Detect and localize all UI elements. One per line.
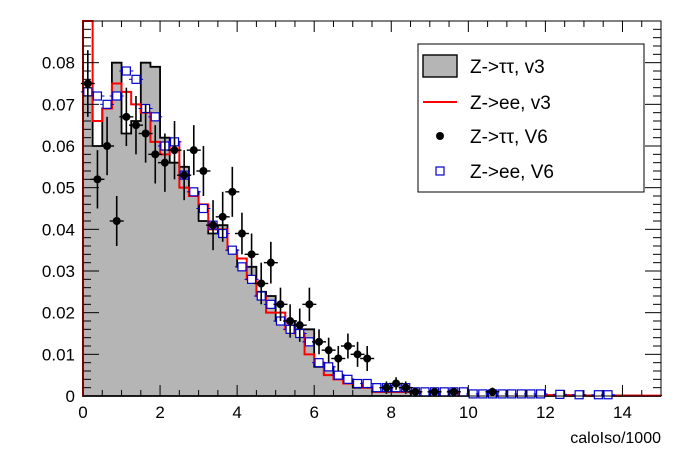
zee-v6-point-49 xyxy=(574,390,584,400)
ztautau-v6-point-16 xyxy=(237,229,246,238)
zee-v6-point-27 xyxy=(343,374,353,384)
zee-v6-point-47 xyxy=(535,389,546,399)
zee-v6-point-1 xyxy=(92,91,103,101)
ztautau-v6-point-26 xyxy=(334,354,343,363)
y-tick-label-3: 0.03 xyxy=(42,262,75,281)
legend-label-ztautau-v3: Z->ττ, v3 xyxy=(470,57,545,78)
ztautau-v6-point-34 xyxy=(430,387,439,396)
ztautau-v6-point-31 xyxy=(392,379,401,388)
ztautau-v6-point-10 xyxy=(180,171,189,180)
ztautau-v6-point-6 xyxy=(141,129,150,138)
ztautau-v6-point-28 xyxy=(353,350,362,359)
ztautau-v6-point-4 xyxy=(122,112,131,121)
zee-v6-point-25 xyxy=(324,362,334,372)
zee-v6-point-7 xyxy=(150,112,160,122)
ztautau-v6-point-21 xyxy=(286,317,295,325)
ztautau-v6-point-7 xyxy=(151,150,160,159)
legend-symbol-zee-v6 xyxy=(435,166,445,176)
ztautau-v6-point-29 xyxy=(363,354,372,363)
y-tick-label-8: 0.08 xyxy=(42,54,75,73)
y-tick-label-1: 0.01 xyxy=(42,345,75,364)
x-tick-label-0: 0 xyxy=(78,403,87,422)
x-tick-label-4: 8 xyxy=(387,403,396,422)
ztautau-v6-point-32 xyxy=(401,383,410,392)
y-tick-label-0: 0 xyxy=(66,387,75,406)
ztautau-v6-point-12 xyxy=(199,167,208,175)
ztautau-v6-point-23 xyxy=(305,300,314,309)
ztautau-v6-point-22 xyxy=(295,321,304,330)
legend-label-ztautau-v6: Z->ττ, V6 xyxy=(470,127,548,148)
zee-v6-point-16 xyxy=(237,262,247,272)
x-tick-label-2: 4 xyxy=(232,403,241,422)
zee-v6-point-17 xyxy=(246,274,257,284)
ztautau-v6-point-20 xyxy=(276,300,285,309)
ztautau-v6-point-3 xyxy=(112,217,121,225)
legend-label-zee-v6: Z->ee, V6 xyxy=(470,162,554,183)
ztautau-v6-point-8 xyxy=(160,158,169,167)
zee-v6-point-29 xyxy=(362,378,372,389)
ztautau-v6-point-35 xyxy=(449,387,458,396)
zee-v6-point-11 xyxy=(189,187,199,197)
ztautau-v6-point-14 xyxy=(218,212,227,221)
ztautau-v6-point-0 xyxy=(83,79,92,88)
y-tick-label-7: 0.07 xyxy=(42,95,75,114)
ztautau-v6-point-19 xyxy=(266,258,275,267)
ztautau-v6-point-11 xyxy=(189,146,198,155)
x-tick-label-6: 12 xyxy=(536,403,555,422)
ztautau-v6-point-15 xyxy=(228,187,237,196)
zee-v6-point-4 xyxy=(121,66,131,76)
x-tick-label-5: 10 xyxy=(459,403,478,422)
y-tick-label-2: 0.02 xyxy=(42,304,75,323)
x-tick-label-3: 6 xyxy=(309,403,318,422)
zee-v6-point-15 xyxy=(227,245,237,255)
x-tick-label-1: 2 xyxy=(155,403,164,422)
legend-symbol-ztautau-v6 xyxy=(436,132,444,140)
zee-v6-point-12 xyxy=(198,203,209,214)
ztautau-v6-point-33 xyxy=(411,387,420,396)
zee-v6-point-48 xyxy=(555,389,565,399)
ztautau-v6-point-36 xyxy=(488,387,497,396)
legend-label-zee-v3: Z->ee, v3 xyxy=(470,93,551,114)
legend: Z->ττ, v3 Z->ee, v3 Z->ττ, V6 Z->ee, V6 xyxy=(417,43,645,193)
zee-v6-point-51 xyxy=(603,390,613,400)
zee-v6-point-3 xyxy=(112,91,122,101)
plot-area xyxy=(80,20,662,400)
ztautau-v6-point-1 xyxy=(93,175,102,184)
ztautau-v6-point-17 xyxy=(247,250,256,259)
zee-v6-point-2 xyxy=(102,99,112,109)
zee-v6-point-5 xyxy=(131,74,141,84)
ztautau-v6-point-30 xyxy=(382,383,391,392)
zee-v6-point-24 xyxy=(314,358,324,368)
legend-symbol-ztautau-v3 xyxy=(422,54,458,78)
y-tick-label-6: 0.06 xyxy=(42,137,75,156)
x-axis-title: caloIso/1000 xyxy=(570,430,661,447)
ztautau-v6-point-18 xyxy=(257,279,266,288)
x-tick-label-7: 14 xyxy=(613,403,632,422)
ztautau-v6-point-9 xyxy=(170,146,179,155)
ztautau-v6-point-27 xyxy=(343,342,352,350)
ztautau-v6-point-25 xyxy=(324,346,333,355)
ztautau-v6-point-2 xyxy=(103,142,112,150)
axes: 0 2 4 6 8 10 12 14 0 0.01 0.02 0.03 0.04 0.05 0.06 0.07… xyxy=(42,20,662,447)
ztautau-v6-point-5 xyxy=(131,121,140,130)
zee-v6-point-26 xyxy=(333,370,343,380)
ztautau-v6-point-24 xyxy=(315,337,324,346)
y-tick-label-5: 0.05 xyxy=(42,179,75,198)
y-tick-label-4: 0.04 xyxy=(42,220,75,239)
ztautau-v6-point-13 xyxy=(209,221,218,230)
